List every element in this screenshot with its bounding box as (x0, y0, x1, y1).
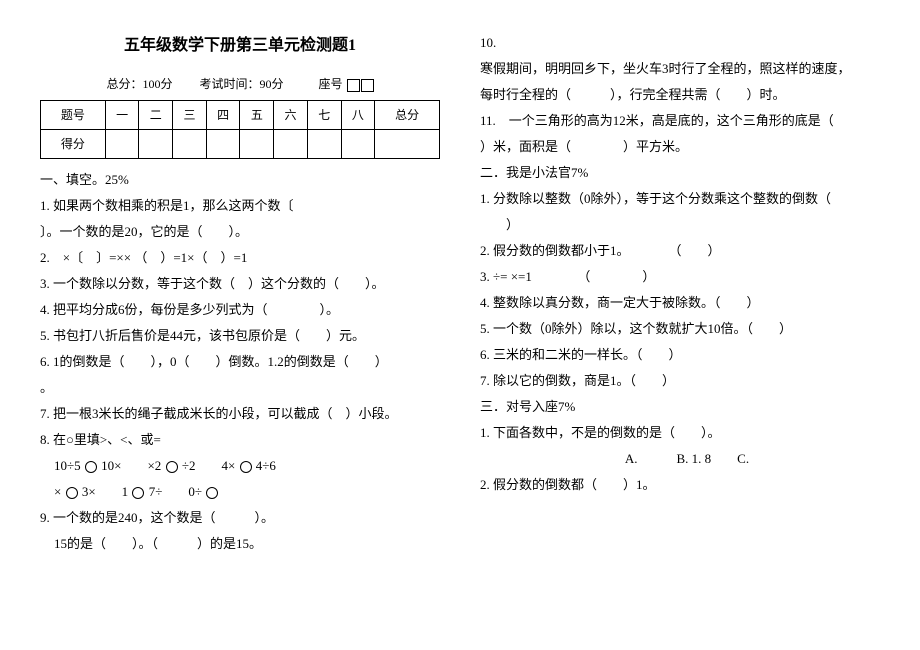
left-column: 五年级数学下册第三单元检测题1 总分：100分 考试时间：90分 座号 题号 一… (40, 30, 440, 630)
total-score: 总分：100分 (106, 77, 172, 91)
p7: 7. 除以它的倒数，商是1。（ ） (480, 368, 880, 394)
score-table: 题号 一 二 三 四 五 六 七 八 总分 得分 (40, 100, 440, 159)
c1: 1. 下面各数中，不是的倒数的是（ ）。 (480, 420, 880, 446)
p1b: ） (480, 212, 880, 238)
seat-box-1 (347, 79, 360, 92)
c1opts: A. B. 1. 8 C. (494, 446, 880, 472)
score-1 (105, 130, 139, 159)
section3-title: 三．对号入座7% (480, 394, 880, 420)
th-2: 二 (139, 101, 173, 130)
score-8 (341, 130, 375, 159)
th-label: 题号 (41, 101, 106, 130)
score-total (375, 130, 440, 159)
score-3 (173, 130, 207, 159)
q11: 11. 一个三角形的高为12米，高是底的，这个三角形的底是（ (480, 108, 880, 134)
p2: 2. 假分数的倒数都小于1。 （ ） (480, 238, 880, 264)
score-6 (274, 130, 308, 159)
th-5: 五 (240, 101, 274, 130)
q7: 7. 把一根3米长的绳子截成米长的小段，可以截成（ ）小段。 (40, 401, 440, 427)
q1b: 〕。一个数的是20，它的是（ ）。 (40, 219, 440, 245)
q5: 5. 书包打八折后售价是44元，该书包原价是（ ）元。 (40, 323, 440, 349)
q2: 2. ×〔 〕=×× （ ）=1×（ ）=1 (40, 245, 440, 271)
p6: 6. 三米的和二米的一样长。（ ） (480, 342, 880, 368)
seat-label: 座号 (319, 77, 343, 91)
c2: 2. 假分数的倒数都（ ）1。 (480, 472, 880, 498)
th-4: 四 (206, 101, 240, 130)
th-6: 六 (274, 101, 308, 130)
score-7 (307, 130, 341, 159)
p3: 3. ÷= ×=1 （ ） (480, 264, 880, 290)
q8b: × 3× 1 7÷ 0÷ (54, 479, 440, 505)
q4: 4. 把平均分成6份，每份是多少列式为（ ）。 (40, 297, 440, 323)
q8: 8. 在○里填>、<、或= (40, 427, 440, 453)
q1: 1. 如果两个数相乘的积是1，那么这两个数〔 (40, 193, 440, 219)
score-4 (206, 130, 240, 159)
q3: 3. 一个数除以分数，等于这个数（ ）这个分数的（ ）。 (40, 271, 440, 297)
q10: 10. (480, 30, 880, 56)
exam-title: 五年级数学下册第三单元检测题1 (40, 30, 440, 62)
seat-box-2 (361, 79, 374, 92)
exam-info: 总分：100分 考试时间：90分 座号 (40, 72, 440, 96)
p4: 4. 整数除以真分数，商一定大于被除数。（ ） (480, 290, 880, 316)
q6: 6. 1的倒数是（ ），0（ ）倒数。1.2的倒数是（ ） (40, 349, 440, 375)
q6b: 。 (40, 375, 440, 401)
th-3: 三 (173, 101, 207, 130)
th-7: 七 (307, 101, 341, 130)
q11b: ）米，面积是（ ）平方米。 (480, 134, 880, 160)
th-8: 八 (341, 101, 375, 130)
exam-time: 考试时间：90分 (199, 77, 283, 91)
section1-title: 一、填空。25% (40, 167, 440, 193)
th-1: 一 (105, 101, 139, 130)
p5: 5. 一个数（0除外）除以，这个数就扩大10倍。（ ） (480, 316, 880, 342)
section2-title: 二．我是小法官7% (480, 160, 880, 186)
th-total: 总分 (375, 101, 440, 130)
q10b: 每时行全程的（ ），行完全程共需（ ）时。 (480, 82, 880, 108)
right-column: 10. 寒假期间，明明回乡下，坐火车3时行了全程的，照这样的速度， 每时行全程的… (480, 30, 880, 630)
q9: 9. 一个数的是240，这个数是（ ）。 (40, 505, 440, 531)
score-2 (139, 130, 173, 159)
q9b: 15的是（ ）。（ ）的是15。 (54, 531, 440, 557)
q8a: 10÷5 10× ×2 ÷2 4× 4÷6 (54, 453, 440, 479)
p1: 1. 分数除以整数（0除外），等于这个分数乘这个整数的倒数（ (480, 186, 880, 212)
q10a: 寒假期间，明明回乡下，坐火车3时行了全程的，照这样的速度， (480, 56, 880, 82)
score-5 (240, 130, 274, 159)
score-label: 得分 (41, 130, 106, 159)
